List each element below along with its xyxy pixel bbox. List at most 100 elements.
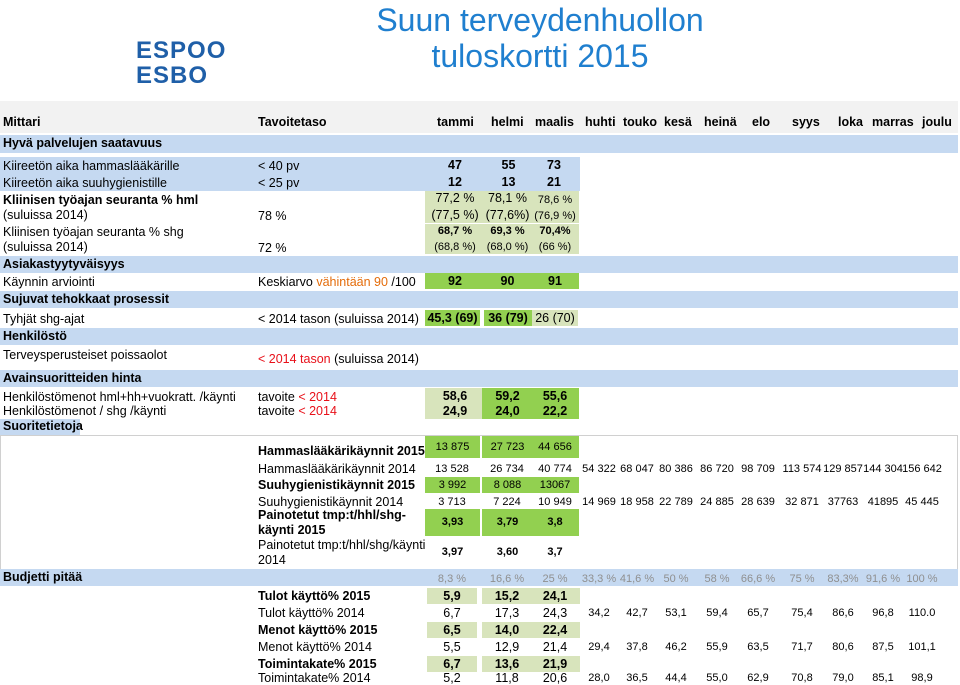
- row-label: Kiireetön aika suuhygienistille: [3, 176, 167, 190]
- value-cell: 55,0: [706, 672, 728, 684]
- value-cell: 65,7: [747, 607, 769, 619]
- value-cell: 21,9: [530, 656, 580, 672]
- value-cell: 36,5: [626, 672, 648, 684]
- header-month: elo: [752, 115, 771, 129]
- header-month: loka: [838, 115, 864, 129]
- value-cell: 58,6: [425, 388, 485, 404]
- value-cell: 91,6 %: [865, 573, 901, 585]
- row-label: Tulot käyttö% 2014: [258, 606, 365, 620]
- value-cell: 28 639: [741, 496, 775, 508]
- row-label: (suluissa 2014): [3, 208, 88, 222]
- row-label: käynti 2015: [258, 523, 326, 537]
- value-cell: 92: [425, 273, 485, 289]
- value-cell: 42,7: [626, 607, 648, 619]
- value-cell: 24,3: [542, 606, 568, 620]
- value-cell: 44,4: [665, 672, 687, 684]
- value-cell: 54 322: [582, 463, 616, 475]
- value-cell: 80 386: [659, 463, 693, 475]
- value-cell: 85,1: [872, 672, 894, 684]
- value-cell: 5,9: [427, 588, 477, 604]
- value-cell: 34,2: [588, 607, 610, 619]
- value-cell: 15,2: [482, 588, 532, 604]
- value-cell: 22,2: [531, 403, 579, 419]
- value-cell: 75,4: [791, 607, 813, 619]
- row-label: Henkilöstömenot hml+hh+vuokratt. /käynti: [3, 390, 236, 404]
- row-label: Kiireetön aika hammaslääkärille: [3, 159, 180, 173]
- row-label: Painotetut tmp:t/hhl/shg/käynti: [258, 538, 426, 552]
- value-cell: 6,7: [443, 606, 461, 620]
- table-header: Mittari Tavoitetaso tammi helmi maalis h…: [0, 101, 958, 133]
- value-cell: 20,6: [542, 671, 568, 685]
- row-label: Henkilöstömenot / shg /käynti: [3, 404, 167, 418]
- value-cell: 129 857: [823, 463, 863, 475]
- value-cell: 55,9: [706, 641, 728, 653]
- value-cell: 45,3 (69): [425, 310, 480, 326]
- value-cell: 3 992: [425, 477, 480, 493]
- section-asiakastyytyvaisyys: Asiakastyytyväisyys: [0, 256, 958, 273]
- value-cell: 63,5: [747, 641, 769, 653]
- value-cell: 26 (70): [532, 310, 578, 326]
- value-cell: 7 224: [493, 496, 521, 508]
- value-cell: 75 %: [789, 573, 815, 585]
- logo-line1: ESPOO: [136, 37, 227, 64]
- row-label: Kliinisen työajan seuranta % shg: [3, 225, 184, 239]
- value-cell: 73: [547, 158, 561, 172]
- value-cell: 29,4: [588, 641, 610, 653]
- row-target: tavoite < 2014: [258, 390, 337, 404]
- value-cell: 5,2: [443, 671, 461, 685]
- value-cell: 3,7: [547, 546, 563, 558]
- value-cell: 37763: [827, 496, 859, 508]
- row-label: Kliinisen työajan seuranta % hml: [3, 193, 199, 207]
- value-cell: 12: [448, 175, 462, 189]
- row-label: 2014: [258, 553, 286, 567]
- header-month: kesä: [664, 115, 692, 129]
- value-cell: 26 734: [490, 463, 524, 475]
- row-label: Suuhygienistikäynnit 2015: [258, 478, 415, 492]
- value-cell: 110.0: [908, 607, 936, 619]
- section-prosessit: Sujuvat tehokkaat prosessit: [0, 291, 958, 308]
- value-cell: 44 656: [531, 436, 579, 458]
- row-target: 78 %: [258, 209, 287, 223]
- value-cell: 50 %: [663, 573, 689, 585]
- header-month: helmi: [491, 115, 524, 129]
- value-cell: 144 304: [863, 463, 903, 475]
- value-cell: 68 047: [620, 463, 654, 475]
- logo-line2: ESBO: [136, 62, 209, 89]
- value-cell: 32 871: [785, 496, 819, 508]
- header-month: joulu: [922, 115, 952, 129]
- row-label: Menot käyttö% 2015: [258, 623, 378, 637]
- value-cell: 13: [501, 175, 516, 189]
- value-cell: 45 445: [905, 496, 939, 508]
- value-cell: 101,1: [908, 641, 936, 653]
- value-cell: 14 969: [582, 496, 616, 508]
- row-label: Menot käyttö% 2014: [258, 640, 372, 654]
- row-label: Toimintakate% 2015: [258, 657, 377, 671]
- value-cell: 71,7: [791, 641, 813, 653]
- value-cell: 3,93: [425, 509, 480, 536]
- section-suoritetietoja: Suoritetietoja: [0, 419, 83, 435]
- value-cell: 41895: [867, 496, 899, 508]
- header-month: tammi: [437, 115, 474, 129]
- value-cell: 98,9: [911, 672, 933, 684]
- value-cell: 86,6: [832, 607, 854, 619]
- header-month: marras: [872, 115, 914, 129]
- value-cell: 11,8: [495, 671, 519, 685]
- value-cell: 87,5: [872, 641, 894, 653]
- row-target: < 25 pv: [258, 176, 300, 190]
- value-cell: 22 789: [659, 496, 693, 508]
- value-cell: 3,97: [441, 546, 464, 558]
- value-cell: 24,0: [482, 403, 533, 419]
- value-cell: 113 574: [782, 463, 822, 475]
- value-cell: 69,3 % (68,0 %): [482, 224, 533, 254]
- value-cell: 14,0: [482, 622, 532, 638]
- header-month: huhti: [585, 115, 616, 129]
- value-cell: 78,6 % (76,9 %): [531, 191, 579, 223]
- row-label: (suluissa 2014): [3, 240, 88, 254]
- value-cell: 3,8: [531, 509, 579, 536]
- value-cell: 53,1: [665, 607, 687, 619]
- value-cell: 24,9: [425, 403, 485, 419]
- row-target: < 2014 tason (suluissa 2014): [258, 312, 419, 326]
- value-cell: 12,9: [494, 640, 520, 654]
- page-title: Suun terveydenhuollon tuloskortti 2015: [300, 2, 780, 74]
- row-label: Suuhygienistikäynnit 2014: [258, 495, 404, 509]
